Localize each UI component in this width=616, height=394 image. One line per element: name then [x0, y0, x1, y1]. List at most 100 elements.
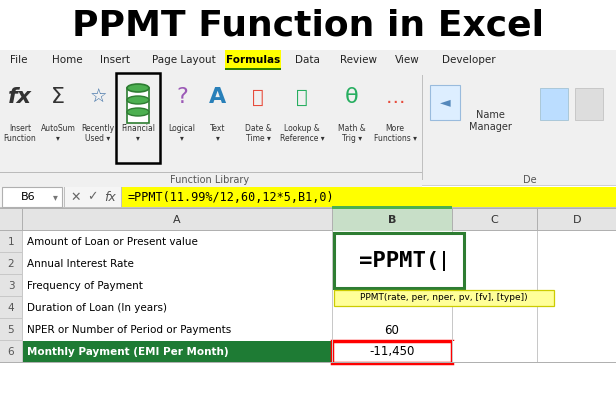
- Bar: [332, 341, 452, 363]
- Bar: [22, 319, 332, 341]
- Bar: [452, 231, 453, 363]
- Text: θ: θ: [345, 87, 359, 107]
- Bar: [0, 209, 616, 231]
- Bar: [22, 297, 332, 319]
- Ellipse shape: [127, 96, 149, 104]
- Text: Frequency of Payment: Frequency of Payment: [27, 281, 143, 291]
- Text: Insert: Insert: [100, 55, 130, 65]
- Bar: [0, 50, 616, 70]
- Text: 1: 1: [7, 237, 14, 247]
- Bar: [64, 187, 65, 207]
- Text: Time ▾: Time ▾: [246, 134, 270, 143]
- Bar: [452, 341, 537, 363]
- Bar: [537, 253, 616, 275]
- Ellipse shape: [127, 108, 149, 116]
- Ellipse shape: [127, 84, 149, 92]
- Bar: [0, 187, 616, 207]
- Bar: [575, 88, 603, 120]
- Bar: [452, 209, 453, 231]
- Text: Developer: Developer: [442, 55, 496, 65]
- Text: Amount of Loan or Present value: Amount of Loan or Present value: [27, 237, 198, 247]
- Bar: [332, 253, 452, 275]
- Text: Trig ▾: Trig ▾: [342, 134, 362, 143]
- Text: Function: Function: [4, 134, 36, 143]
- Text: ◄: ◄: [440, 95, 450, 109]
- Bar: [537, 319, 616, 341]
- Bar: [0, 319, 22, 341]
- Bar: [0, 207, 616, 208]
- Bar: [116, 73, 160, 163]
- Bar: [332, 209, 452, 231]
- Bar: [0, 362, 616, 363]
- Text: Recently: Recently: [81, 123, 115, 132]
- Bar: [0, 252, 616, 253]
- Bar: [332, 297, 452, 319]
- Text: Home: Home: [52, 55, 83, 65]
- Text: Function Library: Function Library: [171, 175, 249, 185]
- Text: 60: 60: [384, 323, 399, 336]
- Bar: [225, 50, 281, 70]
- Bar: [332, 341, 452, 363]
- Bar: [422, 75, 423, 180]
- Text: fx: fx: [8, 87, 32, 107]
- Bar: [0, 318, 616, 319]
- Bar: [0, 70, 616, 185]
- Bar: [0, 172, 422, 173]
- Bar: [334, 290, 554, 306]
- Bar: [452, 319, 537, 341]
- Bar: [22, 231, 332, 253]
- Text: Used ▾: Used ▾: [86, 134, 111, 143]
- Bar: [332, 206, 452, 209]
- Text: Math &: Math &: [338, 123, 366, 132]
- Bar: [452, 231, 537, 253]
- Text: Functions ▾: Functions ▾: [373, 134, 416, 143]
- Bar: [127, 88, 149, 123]
- Text: More: More: [386, 123, 405, 132]
- Bar: [225, 68, 281, 70]
- Bar: [121, 187, 122, 207]
- Bar: [0, 340, 616, 341]
- Bar: [22, 253, 332, 275]
- Bar: [332, 231, 333, 363]
- Text: ✕: ✕: [71, 191, 81, 203]
- Text: A: A: [209, 87, 227, 107]
- Text: 5: 5: [7, 325, 14, 335]
- Bar: [332, 209, 333, 231]
- Bar: [332, 231, 452, 253]
- Bar: [537, 209, 538, 231]
- Text: Insert: Insert: [9, 123, 31, 132]
- Text: Review: Review: [340, 55, 377, 65]
- Text: Annual Interest Rate: Annual Interest Rate: [27, 259, 134, 269]
- Text: Data: Data: [295, 55, 320, 65]
- Text: De: De: [523, 175, 537, 185]
- Bar: [452, 297, 537, 319]
- Bar: [332, 319, 452, 341]
- Text: ?: ?: [176, 87, 188, 107]
- Bar: [540, 88, 568, 120]
- Text: ▾: ▾: [136, 134, 140, 143]
- Text: D: D: [573, 215, 582, 225]
- Bar: [334, 233, 464, 288]
- Text: ⧖: ⧖: [252, 87, 264, 106]
- Bar: [0, 274, 616, 275]
- Text: PPMT Function in Excel: PPMT Function in Excel: [72, 8, 544, 42]
- Text: B: B: [388, 215, 396, 225]
- Text: ▾: ▾: [56, 134, 60, 143]
- Text: =PPMT(: =PPMT(: [359, 251, 439, 271]
- Bar: [0, 275, 22, 297]
- Text: Monthly Payment (EMI Per Month): Monthly Payment (EMI Per Month): [27, 347, 229, 357]
- Bar: [443, 251, 445, 271]
- Text: …: …: [385, 87, 405, 106]
- Bar: [0, 207, 616, 208]
- Text: AutoSum: AutoSum: [41, 123, 75, 132]
- Text: Page Layout: Page Layout: [152, 55, 216, 65]
- Bar: [332, 275, 452, 297]
- Bar: [537, 231, 538, 363]
- Text: ⌕: ⌕: [296, 87, 308, 106]
- Text: -11,450: -11,450: [370, 346, 415, 359]
- Text: Manager: Manager: [469, 122, 511, 132]
- Bar: [537, 297, 616, 319]
- Text: ▾: ▾: [216, 134, 220, 143]
- Text: Formulas: Formulas: [226, 55, 280, 65]
- Bar: [452, 275, 537, 297]
